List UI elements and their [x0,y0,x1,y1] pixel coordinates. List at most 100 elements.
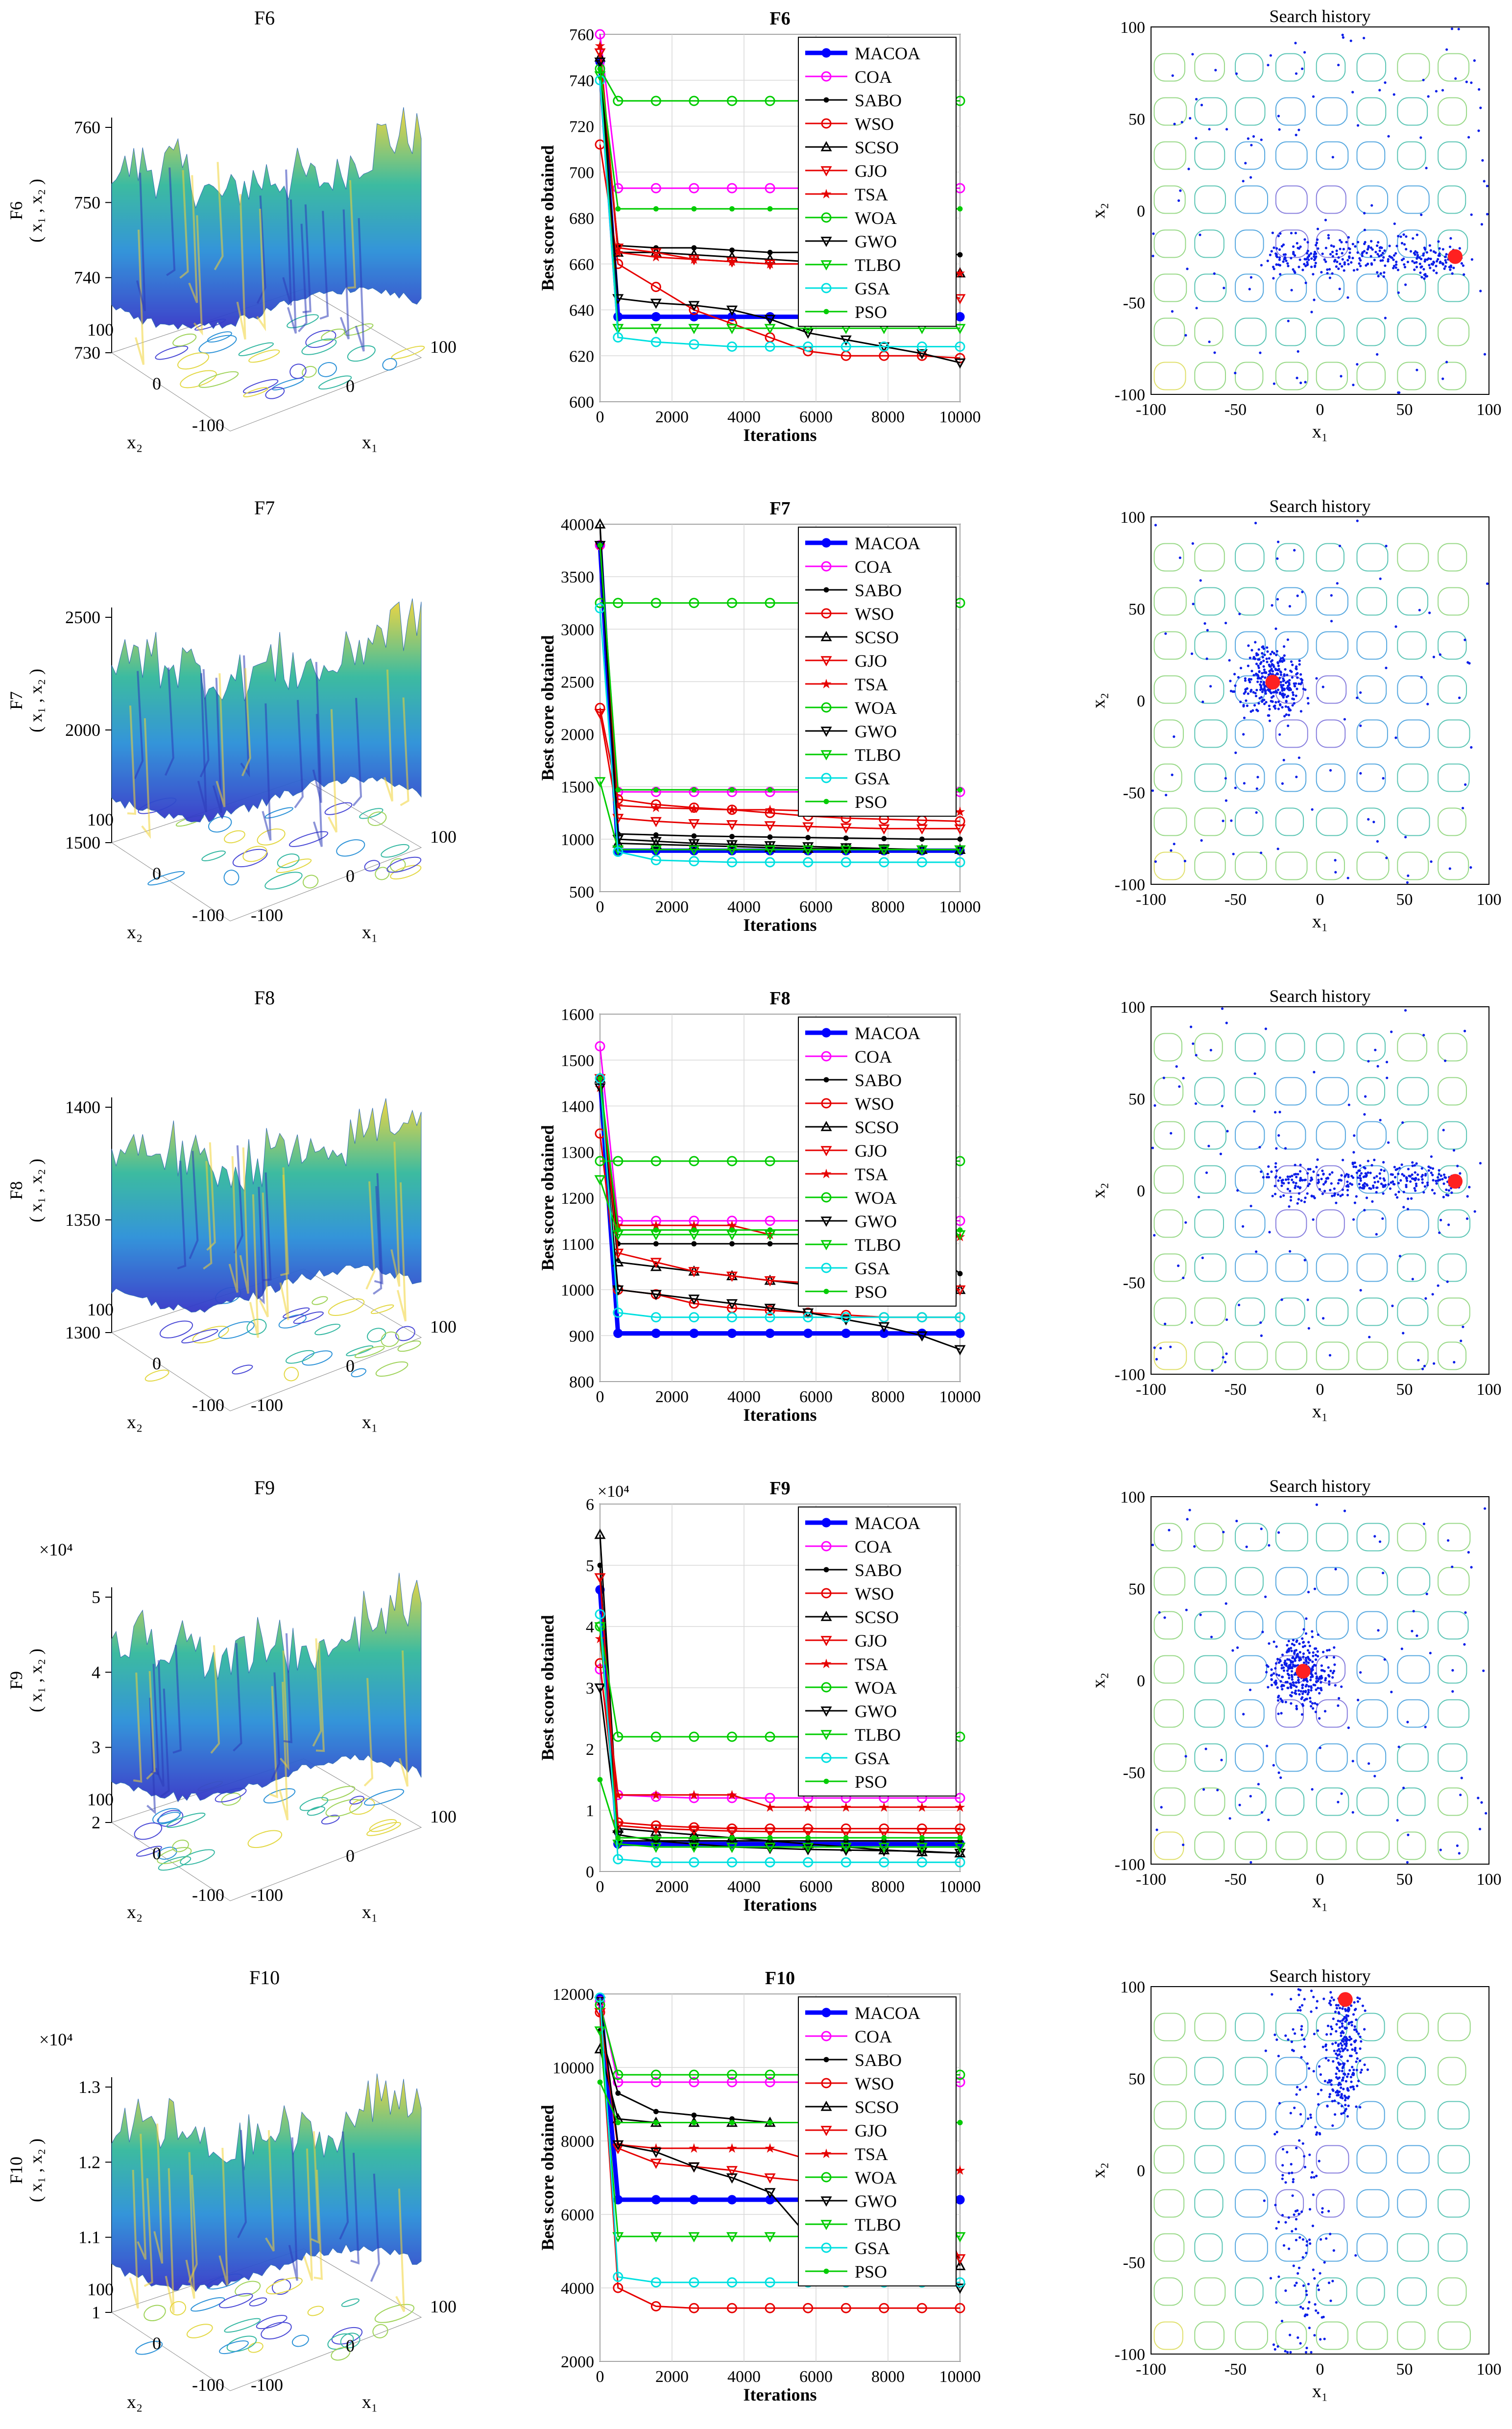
surface-ridge [218,2148,229,2286]
legend-label: GJO [855,1141,887,1161]
search-point [1280,1298,1283,1301]
series-marker [919,836,925,842]
search-point [1235,72,1238,75]
search-point [1349,2076,1352,2079]
search-point [1234,371,1237,375]
search-point [1445,361,1448,364]
search-contour [1397,185,1430,214]
search-contour [1356,719,1388,748]
search-point [1378,1172,1381,1175]
series-marker [650,248,662,259]
search-contour [1153,2233,1185,2262]
search-point [1289,1199,1292,1202]
series-marker [916,845,928,856]
series-marker [767,249,773,255]
series-marker [689,802,699,813]
series-marker [689,2069,699,2080]
search-point [1306,241,1309,244]
search-point [1225,128,1228,131]
search-point [1297,1192,1300,1195]
search-point [1248,288,1251,291]
search-point [1308,1651,1311,1654]
search-point [1279,273,1282,276]
search-point [1338,544,1342,547]
surface-floor-contour [157,1812,181,1823]
search-point [1323,2337,1326,2340]
search-point [1233,690,1236,693]
search-contour [1153,2057,1187,2086]
search-point [1297,1993,1300,1996]
search-contour [1153,1787,1186,1816]
series-marker [594,518,606,529]
search-point [1324,1677,1327,1680]
search-xtick: -50 [1224,1870,1247,1889]
search-point [1272,2343,1275,2346]
series-marker [820,260,832,271]
search-point [1253,1110,1256,1113]
surface-floor-contour [135,2340,163,2355]
search-point [1290,2162,1293,2166]
surface-ridge [283,1633,292,1744]
search-point [1316,2000,1319,2003]
search-point [1341,258,1344,261]
search-point [1331,2042,1334,2045]
series-marker [954,1285,966,1296]
search-point [1321,1669,1324,1672]
search-point [1447,1539,1450,1542]
series-marker [726,845,738,856]
search-point [1341,2079,1344,2082]
search-contour [1397,2145,1430,2174]
series-marker [840,1843,852,1853]
search-contour [1316,807,1348,836]
search-contour [1397,1297,1429,1326]
search-contour [1194,1165,1226,1194]
series-marker [767,1227,773,1233]
search-contour [1235,763,1265,792]
convergence-ytick: 1600 [561,1006,594,1024]
search-contours [1153,53,1470,390]
search-point [1242,1225,1245,1228]
search-point [1277,1179,1280,1182]
surface-ridge [188,2175,198,2283]
search-point [1313,1196,1316,1199]
series-marker [597,2079,603,2085]
search-point [1373,1774,1376,1777]
search-point [1450,1191,1453,1194]
series-marker [595,1658,605,1669]
search-point [1266,1172,1269,1176]
search-point [1277,1695,1280,1698]
series-marker [594,1573,606,1584]
search-point [1437,240,1440,243]
search-point [1293,684,1296,687]
search-point [1262,681,1265,684]
search-point [1441,262,1444,265]
search-point [1187,168,1190,170]
search-point [1478,1827,1482,1830]
legend-label: MACOA [855,2003,920,2023]
search-point [1315,1677,1318,1680]
search-point [1341,2105,1344,2108]
surface-ridge [355,218,365,352]
search-point [1259,1321,1262,1324]
search-point [1296,246,1299,249]
search-point [1239,667,1243,670]
search-point [1336,2066,1339,2069]
search-point [1303,238,1306,241]
search-point [1245,688,1248,691]
convergence-ytick: 6 [586,1496,594,1514]
series-marker [594,1683,606,1694]
search-point [1290,1702,1293,1705]
search-point [1321,2045,1324,2048]
search-point [1322,1183,1325,1186]
search-contour [1153,1077,1184,1106]
search-point [1286,1188,1289,1190]
series-marker [823,2057,829,2063]
surface-zlabel-sub: ( x₁ , x₂ ) [26,179,46,243]
search-contour [1235,1253,1268,1282]
search-point [1287,695,1290,698]
series-marker [879,857,889,868]
series-marker [840,2303,851,2313]
search-point [1307,1691,1310,1694]
surface-x2tick: 0 [152,374,161,393]
